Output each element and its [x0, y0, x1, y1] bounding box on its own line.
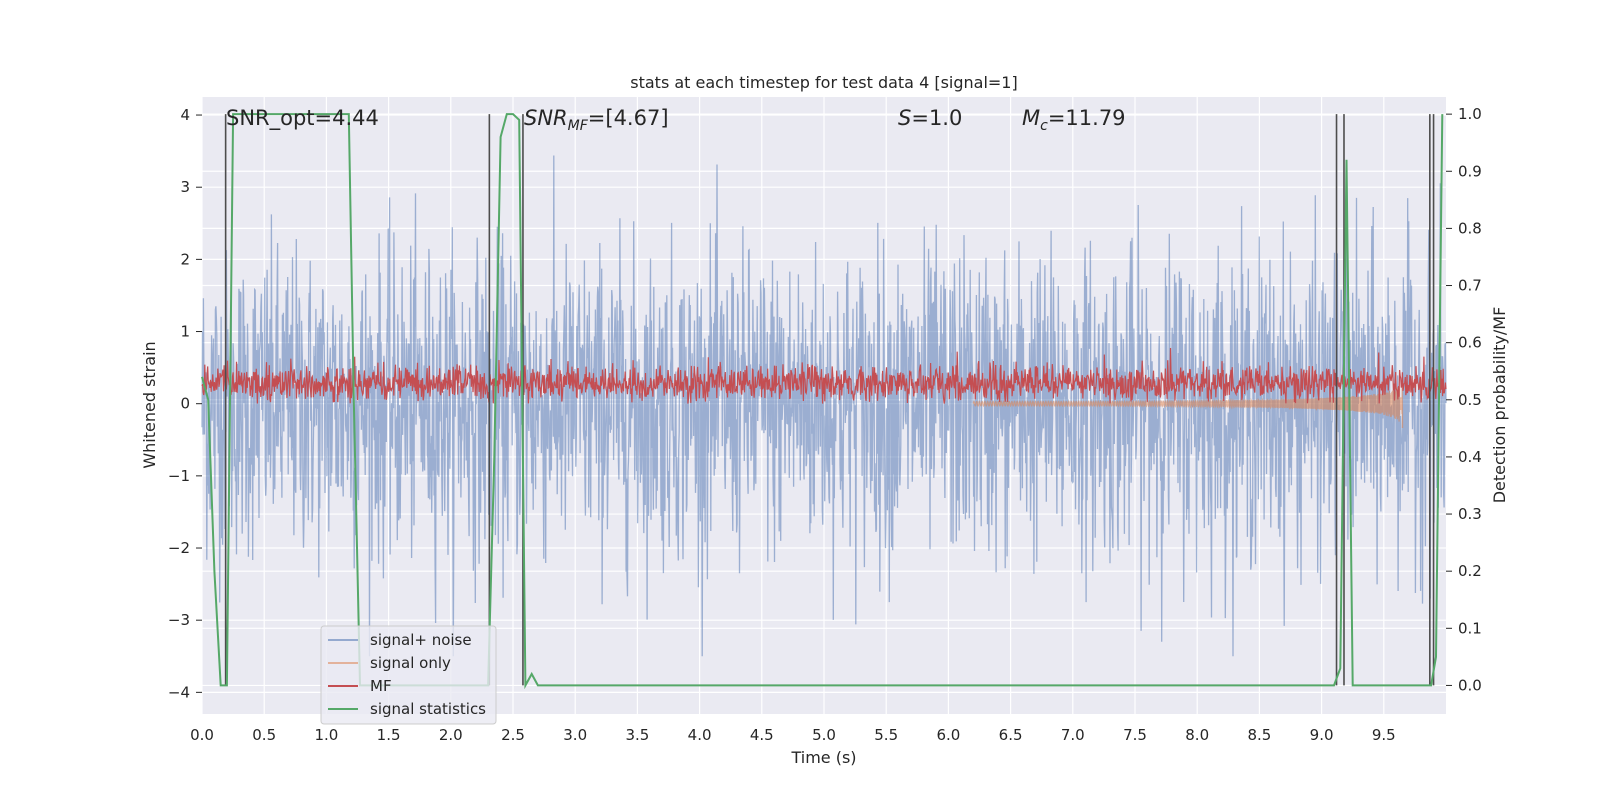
- y-tick-label-right: 0.1: [1458, 619, 1482, 637]
- y-axis-right-label: Detection probability/MF: [1490, 307, 1509, 504]
- y-tick-label-right: 0.0: [1458, 676, 1482, 694]
- x-tick-label: 6.5: [999, 726, 1023, 744]
- y-tick-label-right: 0.6: [1458, 334, 1482, 352]
- y-tick-label-left: −1: [168, 467, 190, 485]
- annotation-mc: Mc=11.79: [1022, 106, 1126, 134]
- y-tick-label-right: 0.2: [1458, 562, 1482, 580]
- series-signal-only: [972, 385, 1404, 429]
- x-tick-label: 5.0: [812, 726, 836, 744]
- y-tick-label-right: 0.7: [1458, 277, 1482, 295]
- legend-label-signal-statistics: signal statistics: [370, 700, 486, 718]
- legend-label-signal-only: signal only: [370, 654, 451, 672]
- y-tick-label-right: 0.9: [1458, 162, 1482, 180]
- legend-frame: [320, 625, 497, 725]
- y-tick-label-left: −2: [168, 539, 190, 557]
- y-tick-label-left: 1: [180, 323, 190, 341]
- y-axis-left-ticks: −4 −3 −2 −1 0 1 2 3 4: [168, 106, 202, 701]
- x-tick-label: 0.5: [252, 726, 276, 744]
- chart-title: stats at each timestep for test data 4 […: [630, 73, 1017, 92]
- x-tick-label: 3.5: [625, 726, 649, 744]
- y-tick-label-left: −3: [168, 611, 190, 629]
- annotation-snr-mf-value: =[4.67]: [588, 106, 669, 130]
- annotation-snr-mf-sub: MF: [568, 118, 589, 134]
- series-signal-statistics: [201, 113, 1444, 690]
- line-mf: [201, 347, 1447, 404]
- x-tick-label: 8.0: [1185, 726, 1209, 744]
- x-tick-label: 7.0: [1061, 726, 1085, 744]
- y-tick-label-right: 0.5: [1458, 391, 1482, 409]
- y-tick-label-left: 2: [180, 250, 190, 268]
- x-tick-label: 1.0: [314, 726, 338, 744]
- annotation-mc-value: =11.79: [1048, 106, 1126, 130]
- annotation-snr-mf-symbol: SNR: [524, 106, 568, 130]
- x-tick-label: 6.0: [936, 726, 960, 744]
- y-tick-label-left: 4: [180, 106, 190, 124]
- line-signal-statistics: [201, 113, 1444, 690]
- x-tick-label: 2.0: [439, 726, 463, 744]
- annotations: SNR_opt=4.44 SNRMF=[4.67] S=1.0 Mc=11.79: [226, 106, 1126, 134]
- annotation-mc-sub: c: [1040, 118, 1048, 134]
- x-tick-label: 2.5: [501, 726, 525, 744]
- y-tick-label-left: 0: [180, 395, 190, 413]
- y-axis-left-label: Whitened strain: [140, 341, 159, 468]
- annotation-mc-symbol: M: [1022, 106, 1040, 130]
- legend-label-mf: MF: [370, 677, 392, 695]
- y-tick-label-right: 0.4: [1458, 448, 1482, 466]
- x-tick-label: 7.5: [1123, 726, 1147, 744]
- x-tick-label: 9.0: [1310, 726, 1334, 744]
- x-axis-ticks: 0.0 0.5 1.0 1.5 2.0 2.5 3.0 3.5 4.0 4.5 5.0 5.5 6.0 6…: [190, 726, 1396, 744]
- annotation-snr-opt: SNR_opt=4.44: [226, 106, 379, 131]
- y-tick-label-left: −4: [168, 683, 190, 701]
- annotation-snr-mf: SNRMF=[4.67]: [524, 106, 669, 134]
- y-tick-label-left: 3: [180, 178, 190, 196]
- y-tick-label-right: 0.8: [1458, 219, 1482, 237]
- x-tick-label: 1.5: [377, 726, 401, 744]
- series-signal-noise: [201, 155, 1447, 657]
- x-axis-label: Time (s): [790, 748, 856, 767]
- line-signal-noise: [201, 155, 1447, 657]
- legend: signal+ noise signal only MF signal stat…: [320, 625, 497, 725]
- x-tick-label: 4.5: [750, 726, 774, 744]
- annotation-s: S=1.0: [898, 106, 962, 130]
- line-signal-only: [972, 385, 1404, 429]
- legend-label-signal-noise: signal+ noise: [370, 631, 472, 649]
- plot-area: [201, 97, 1447, 714]
- y-axis-right-ticks: 0.0 0.1 0.2 0.3 0.4 0.5 0.6 0.7 0.8 0.9 1.0: [1446, 105, 1482, 694]
- x-tick-label: 9.5: [1372, 726, 1396, 744]
- annotation-s-symbol: S: [898, 106, 911, 130]
- x-tick-label: 4.0: [688, 726, 712, 744]
- y-tick-label-right: 0.3: [1458, 505, 1482, 523]
- y-tick-label-right: 1.0: [1458, 105, 1482, 123]
- x-tick-label: 5.5: [874, 726, 898, 744]
- x-tick-label: 8.5: [1247, 726, 1271, 744]
- series-mf: [201, 347, 1447, 404]
- x-tick-label: 3.0: [563, 726, 587, 744]
- x-tick-label: 0.0: [190, 726, 214, 744]
- annotation-s-value: =1.0: [911, 106, 962, 130]
